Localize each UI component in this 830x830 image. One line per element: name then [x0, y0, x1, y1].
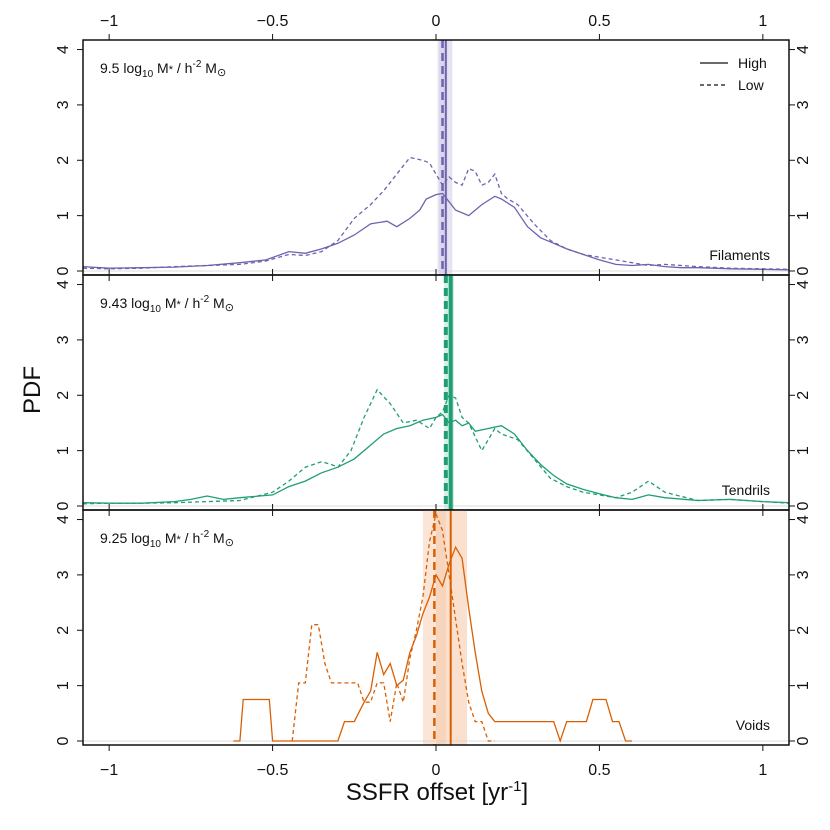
series-low-line: [83, 388, 789, 505]
y-tick-label-left: 1: [55, 446, 72, 455]
y-tick-label-left: 2: [55, 391, 72, 400]
panel-label: Tendrils: [722, 482, 770, 498]
y-tick-label-left: 2: [55, 626, 72, 635]
x-axis-title-sup: -1: [508, 778, 521, 795]
y-tick-label-left: 1: [55, 681, 72, 690]
y-tick-label-left: 4: [55, 515, 72, 524]
mass-annotation-part: 9.5: [100, 60, 120, 76]
mass-annotation: 9.43 log10 M* / h-2 M⊙: [100, 294, 234, 315]
x-axis-title-main: SSFR offset [yr: [346, 779, 508, 806]
top-x-tick-label: 0: [432, 13, 441, 30]
mass-annotation-part: M: [209, 530, 225, 546]
mass-annotation-part: ⊙: [217, 67, 226, 79]
mass-annotation-part: *: [177, 299, 182, 311]
bottom-x-tick-label: 1: [758, 762, 767, 779]
mass-annotation: 9.25 log10 M* / h-2 M⊙: [100, 529, 234, 550]
y-tick-label-right: 1: [795, 681, 812, 690]
y-tick-label-right: 3: [795, 100, 812, 109]
mass-annotation-part: 10: [150, 539, 162, 550]
mass-annotation-part: *: [169, 64, 174, 76]
plot-area: [83, 510, 789, 745]
y-tick-label-left: 3: [55, 570, 72, 579]
y-tick-label-right: 2: [795, 626, 812, 635]
y-tick-label-right: 0: [795, 501, 812, 510]
y-tick-label-right: 0: [795, 266, 812, 275]
mass-annotation-part: 10: [150, 304, 162, 315]
mass-annotation-part: log: [127, 295, 150, 311]
top-x-axis: −1 −0.5 0 0.5 1: [100, 13, 767, 30]
mass-annotation-part: -2: [192, 59, 201, 70]
panel-label: Voids: [736, 717, 770, 733]
legend: High Low: [700, 55, 767, 93]
mass-annotation-part: *: [177, 534, 182, 546]
mass-annotation-part: 9.25: [100, 530, 127, 546]
panels: 0 01 12 23 34 49.5 log10 M* / h-2 M⊙Filaments…: [55, 34, 812, 751]
mass-annotation-part: 10: [142, 69, 154, 80]
mass-annotation-part: M: [201, 60, 217, 76]
y-tick-label-right: 2: [795, 391, 812, 400]
y-tick-label-left: 4: [55, 280, 72, 289]
y-tick-label-right: 4: [795, 45, 812, 54]
bottom-x-axis: −1 −0.5 0 0.5 1: [100, 762, 767, 779]
y-tick-label-left: 0: [55, 501, 72, 510]
mass-annotation-part: / h: [173, 60, 192, 76]
y-tick-label-right: 0: [795, 736, 812, 745]
series-high-line: [83, 192, 789, 271]
mass-annotation-part: / h: [181, 295, 200, 311]
panel-tendrils: 0 01 12 23 34 49.43 log10 M* / h-2 M⊙Tendrils: [55, 269, 812, 516]
plot-area: [83, 40, 789, 275]
y-axis-title: PDF: [19, 366, 46, 414]
panel-filaments: 0 01 12 23 34 49.5 log10 M* / h-2 M⊙Filaments: [55, 34, 812, 281]
legend-low-label: Low: [738, 77, 765, 93]
mass-annotation-part: M: [153, 60, 169, 76]
bottom-x-tick-label: 0: [432, 762, 441, 779]
mass-annotation-part: log: [127, 530, 150, 546]
mass-annotation-part: log: [119, 60, 142, 76]
y-tick-label-left: 2: [55, 156, 72, 165]
x-axis-title-close: ]: [521, 779, 528, 806]
mass-annotation-part: M: [209, 295, 225, 311]
series-high-line: [83, 413, 789, 504]
mass-annotation-part: / h: [181, 530, 200, 546]
legend-high-label: High: [738, 55, 767, 71]
bottom-x-tick-label: −0.5: [257, 762, 289, 779]
y-tick-label-right: 4: [795, 515, 812, 524]
bottom-x-tick-label: −1: [100, 762, 118, 779]
top-x-tick-label: −0.5: [257, 13, 289, 30]
y-tick-label-left: 1: [55, 211, 72, 220]
y-tick-label-right: 1: [795, 211, 812, 220]
mass-annotation-part: M: [161, 530, 177, 546]
y-tick-label-left: 0: [55, 266, 72, 275]
y-tick-label-left: 0: [55, 736, 72, 745]
mass-annotation-part: M: [161, 295, 177, 311]
top-x-tick-label: −1: [100, 13, 118, 30]
mass-annotation-part: 9.43: [100, 295, 127, 311]
y-tick-label-right: 1: [795, 446, 812, 455]
x-axis-title: SSFR offset [yr-1]: [346, 778, 528, 806]
mass-annotation: 9.5 log10 M* / h-2 M⊙: [100, 59, 226, 80]
y-tick-label-right: 4: [795, 280, 812, 289]
mass-annotation-part: -2: [200, 529, 209, 540]
top-x-tick-label: 0.5: [588, 13, 610, 30]
series-low-line: [83, 156, 789, 270]
panel-label: Filaments: [709, 247, 770, 263]
panel-voids: 0 01 12 23 34 49.25 log10 M* / h-2 M⊙Voids: [55, 504, 812, 751]
mass-annotation-part: ⊙: [225, 537, 234, 549]
y-tick-label-right: 3: [795, 335, 812, 344]
y-tick-label-right: 3: [795, 570, 812, 579]
y-tick-label-left: 3: [55, 100, 72, 109]
top-x-tick-label: 1: [758, 13, 767, 30]
mass-annotation-part: ⊙: [225, 302, 234, 314]
series-high-line: [233, 545, 633, 744]
mass-annotation-part: -2: [200, 294, 209, 305]
bottom-x-tick-label: 0.5: [588, 762, 610, 779]
y-tick-label-left: 3: [55, 335, 72, 344]
y-tick-label-left: 4: [55, 45, 72, 54]
y-tick-label-right: 2: [795, 156, 812, 165]
